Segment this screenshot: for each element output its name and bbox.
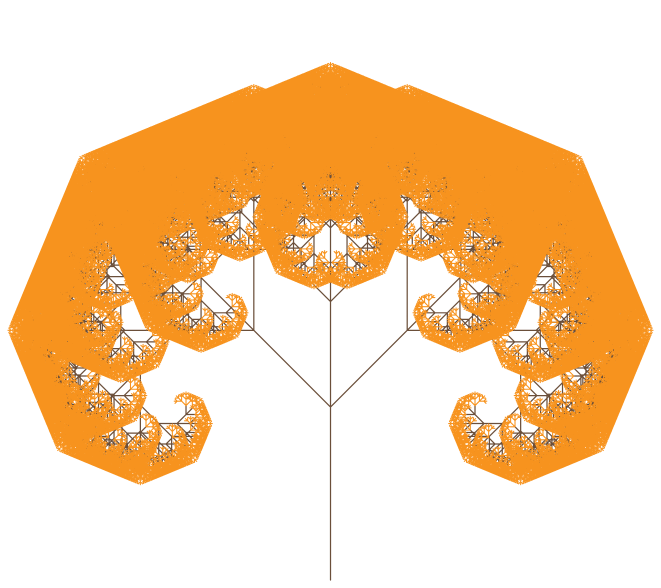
fractal-tree [0,0,661,588]
fractal-tree-canvas [0,0,661,588]
